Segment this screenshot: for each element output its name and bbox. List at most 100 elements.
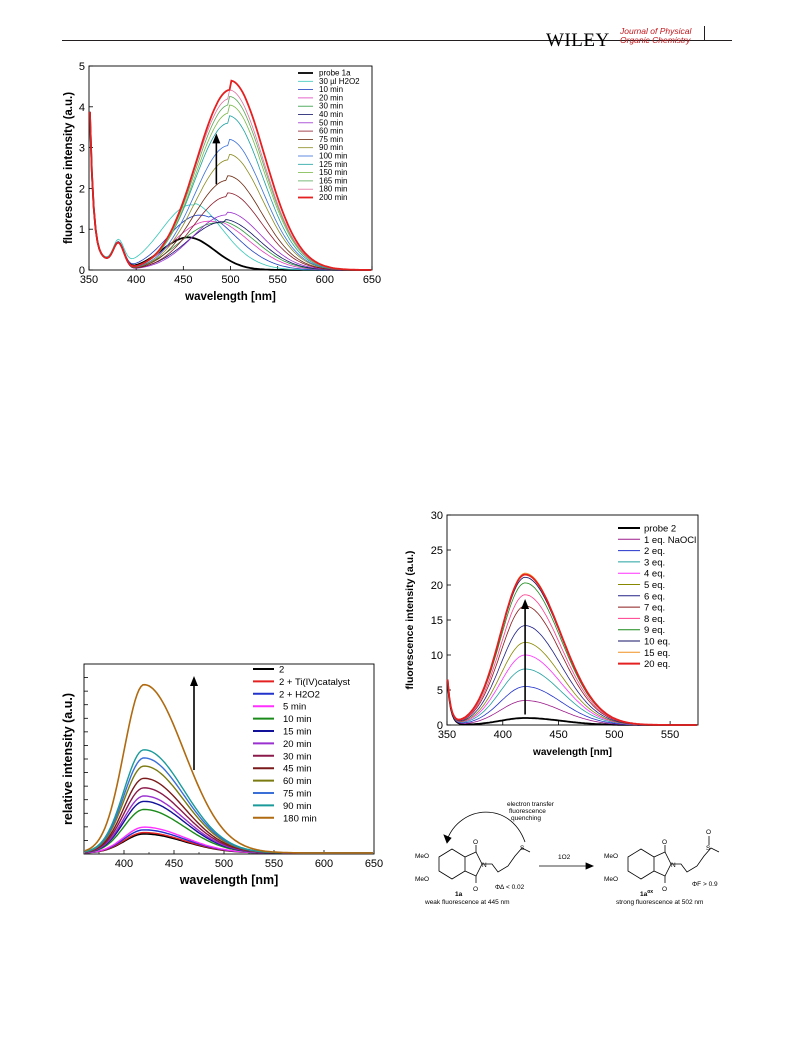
legend-label: 30 min <box>283 751 312 762</box>
x-tick-label: 650 <box>363 274 381 286</box>
y-tick-label: 30 <box>431 510 443 522</box>
x-tick-label: 450 <box>549 729 567 741</box>
scheme-reagent: 1O2 <box>558 854 571 861</box>
plot-frame: 350 400 450 500 550 0 5 10 15 20 25 30 wavelength [n… <box>404 510 699 758</box>
series-line <box>84 757 373 854</box>
plot-border <box>446 514 699 726</box>
x-tick-label: 600 <box>316 274 334 286</box>
series-line <box>84 800 373 854</box>
legend-label: 180 min <box>319 185 347 194</box>
legend-label: 150 min <box>319 168 347 177</box>
x-tick-label: 450 <box>165 858 183 870</box>
legend-label: 10 min <box>283 714 312 725</box>
series-line <box>89 111 372 271</box>
series-line <box>447 654 697 726</box>
legend-label: 2 + Ti(IV)catalyst <box>279 677 350 688</box>
legend-label: 15 eq. <box>644 648 670 659</box>
annotation-line-2: fluorescence <box>509 808 546 815</box>
series-line <box>447 625 697 726</box>
y-tick-label: 0 <box>437 720 443 732</box>
x-tick-label: 550 <box>661 729 679 741</box>
series-line <box>89 111 372 271</box>
reaction-arrowhead <box>585 862 595 870</box>
series-line <box>89 111 372 271</box>
series-line <box>447 605 697 726</box>
series-line <box>84 749 373 854</box>
legend-label: 2 <box>279 665 284 676</box>
scheme-s-1: S <box>520 845 525 852</box>
series-line <box>447 582 697 726</box>
scheme-meo-1: MeO <box>415 853 429 860</box>
legend-label: 2 + H2O2 <box>279 689 320 700</box>
legend-label: 2 eq. <box>644 546 665 557</box>
scheme-caption-2: strong fluorescence at 502 nm <box>616 899 703 906</box>
legend-label: 75 min <box>319 135 343 144</box>
scheme-n-2: N <box>671 862 676 869</box>
annotation-line-3: quenching <box>511 815 541 822</box>
scheme-caption-1: weak fluorescence at 445 nm <box>424 899 510 906</box>
series-line <box>89 96 372 271</box>
legend-label: 30 min <box>319 102 343 111</box>
y-tick-label: 20 <box>431 580 443 592</box>
plot-frame: 350 400 450 500 550 600 650 0 1 2 3 4 5 wavelength [n… <box>63 61 381 303</box>
scheme-o-1: O <box>473 839 478 846</box>
annotation-line-1: electron transfer <box>507 801 555 808</box>
series-line <box>89 111 372 271</box>
legend-label: 10 eq. <box>644 637 670 648</box>
scheme-meo-2: MeO <box>415 876 429 883</box>
legend-label: 15 min <box>283 727 312 738</box>
legend-label: 100 min <box>319 152 347 161</box>
plot-border <box>83 663 375 855</box>
scheme-s-2: S <box>706 845 711 852</box>
journal-line-2: Organic Chemistry <box>620 35 691 45</box>
scheme-o-3: O <box>662 839 667 846</box>
legend-label: 30 µl H2O2 <box>319 77 360 86</box>
series-line <box>89 79 372 271</box>
x-tick-label: 400 <box>115 858 133 870</box>
legend-label: 75 min <box>283 789 312 800</box>
legend-label: 180 min <box>283 813 317 824</box>
series-line <box>89 111 372 271</box>
scheme-o-4: O <box>662 886 667 893</box>
series-line <box>89 111 372 271</box>
series-line <box>447 572 697 726</box>
y-tick-label: 15 <box>431 615 443 627</box>
y-axis-title: relative intensity (a.u.) <box>61 693 75 825</box>
x-axis-title: wavelength [nm] <box>184 291 276 303</box>
series-line <box>84 829 373 854</box>
series-line <box>84 777 373 854</box>
x-tick-label: 450 <box>174 274 192 286</box>
scheme-phi-1: Φ∆ < 0.02 <box>495 884 525 891</box>
scheme-meo-4: MeO <box>604 876 618 883</box>
series-line <box>89 111 372 271</box>
series-line <box>447 642 697 726</box>
legend-label: 9 eq. <box>644 625 665 636</box>
scheme-ring-1aox <box>627 848 655 880</box>
legend-label: 20 eq. <box>644 659 670 670</box>
series-line <box>447 594 697 726</box>
series-line <box>84 795 373 854</box>
series-line <box>89 111 372 271</box>
scheme-chain-1aox <box>671 847 720 873</box>
scheme-o-5: O <box>706 829 711 836</box>
series-line <box>447 668 697 726</box>
y-tick-label: 4 <box>79 102 85 114</box>
legend-label: 8 eq. <box>644 614 665 625</box>
trend-arrow-head <box>212 133 221 144</box>
trend-arrow-head <box>190 676 198 686</box>
legend-label: 90 min <box>319 143 343 152</box>
series-line <box>84 787 373 854</box>
scheme-phi-2: ΦF > 0.9 <box>692 881 718 888</box>
y-axis-title: fluorescence intensity (a.u.) <box>404 551 416 690</box>
legend-label: 6 eq. <box>644 591 665 602</box>
x-axis-title: wavelength [nm] <box>179 873 279 887</box>
series-line <box>446 680 697 726</box>
publisher-logo: WILEY <box>546 30 610 51</box>
scheme-chain-1a <box>482 847 531 873</box>
legend-label: 50 min <box>319 118 343 127</box>
series-line <box>447 680 697 726</box>
